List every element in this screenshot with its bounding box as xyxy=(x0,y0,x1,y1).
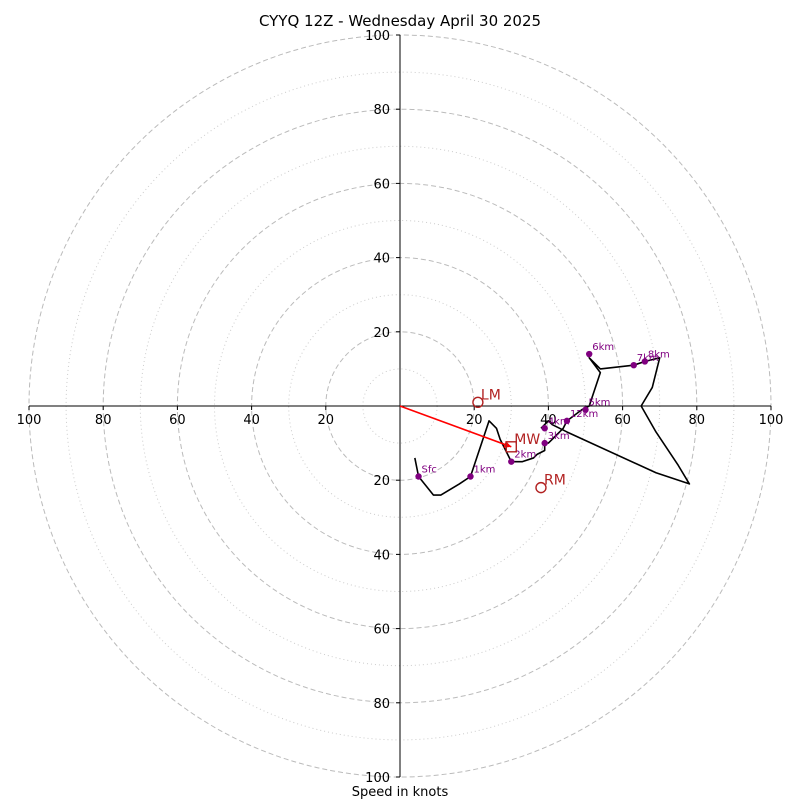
storm-motion-marker xyxy=(505,441,517,453)
tick-label-down: 20 xyxy=(373,474,390,489)
tick-label-right: 60 xyxy=(614,413,631,428)
height-marker-label: 8km xyxy=(648,349,670,360)
height-marker-label: 2km xyxy=(514,450,536,461)
storm-motion-label: LM xyxy=(481,387,501,403)
x-axis-label: Speed in knots xyxy=(352,785,449,800)
tick-label-right: 20 xyxy=(466,413,483,428)
tick-label-left: 40 xyxy=(243,413,260,428)
tick-label-left: 80 xyxy=(95,413,112,428)
tick-label-left: 60 xyxy=(169,413,186,428)
tick-label-up: 80 xyxy=(373,103,390,118)
storm-motion-marker xyxy=(472,396,484,408)
hodograph-trace xyxy=(399,356,691,496)
height-marker-label: 3km xyxy=(548,431,570,442)
tick-label-left: 100 xyxy=(17,413,42,428)
tick-label-down: 60 xyxy=(373,623,390,638)
tick-label-down: 100 xyxy=(365,771,390,786)
tick-label-up: 60 xyxy=(373,177,390,192)
height-marker xyxy=(508,458,515,465)
chart-title: CYYQ 12Z - Wednesday April 30 2025 xyxy=(259,12,541,30)
tick-label-left: 20 xyxy=(318,413,335,428)
height-marker xyxy=(541,439,548,447)
height-marker-label: 1km xyxy=(473,464,495,475)
height-marker-label: 7km xyxy=(637,353,659,364)
tick-label-right: 100 xyxy=(759,413,784,428)
height-marker xyxy=(582,406,589,413)
mean-wind-arrowhead xyxy=(503,440,512,448)
hodograph-line xyxy=(414,356,691,496)
tick-labels: 100 80 60 40 20 20 40 60 80 100204060801002040608… xyxy=(17,29,784,786)
tick-label-up: 40 xyxy=(373,252,390,267)
height-marker-label: 5km xyxy=(589,398,611,409)
storm-motion-markers: LM RM MW xyxy=(472,387,566,494)
height-marker xyxy=(467,473,474,480)
tick-label-up: 20 xyxy=(373,326,390,341)
height-marker xyxy=(563,417,571,425)
tick-label-up: 100 xyxy=(365,29,390,44)
height-marker xyxy=(541,425,548,432)
height-marker-label: Sfc xyxy=(422,464,437,475)
height-marker xyxy=(630,361,637,369)
height-marker xyxy=(415,473,422,480)
storm-motion-label: MW xyxy=(514,432,540,448)
tick-label-right: 80 xyxy=(689,413,706,428)
height-marker-label: 12km xyxy=(570,409,598,420)
height-marker-label: 6km xyxy=(592,342,614,353)
tick-label-down: 40 xyxy=(373,548,390,563)
storm-motion-marker xyxy=(535,481,547,494)
storm-motion-label: RM xyxy=(544,473,566,489)
height-marker xyxy=(586,350,593,358)
height-marker xyxy=(641,358,649,365)
tick-label-down: 80 xyxy=(373,697,390,712)
mean-wind-vector xyxy=(399,405,512,448)
height-marker-label: 4km xyxy=(548,416,570,427)
